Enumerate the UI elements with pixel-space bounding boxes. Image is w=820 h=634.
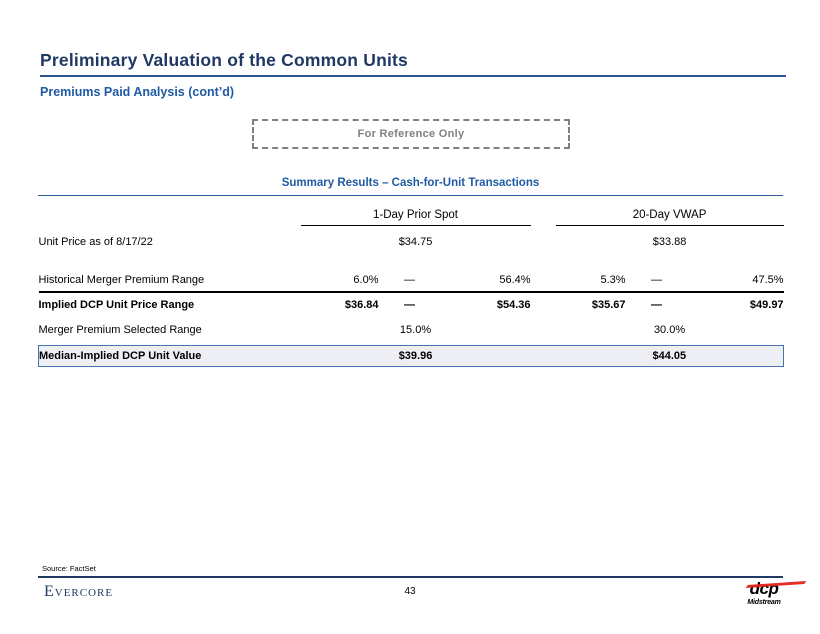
historical-high-vwap: 47.5%: [687, 269, 784, 293]
table-row-selected-range: Merger Premium Selected Range 15.0% 30.0…: [39, 319, 784, 340]
table-header-row: 1-Day Prior Spot 20-Day VWAP: [39, 204, 784, 226]
row-label: Merger Premium Selected Range: [38, 323, 202, 336]
for-reference-only-label: For Reference Only: [357, 128, 465, 140]
group-gap: [531, 319, 556, 340]
row-label: Implied DCP Unit Price Range: [38, 298, 195, 311]
table-row-unit-price: Unit Price as of 8/17/22 $34.75 $33.88: [39, 226, 784, 259]
source-note: Source: FactSet: [42, 564, 96, 573]
spacer-row: [39, 258, 784, 269]
unit-price-1day: $34.75: [398, 236, 433, 248]
row-label: Unit Price as of 8/17/22: [38, 235, 153, 248]
range-dash: —: [404, 298, 415, 311]
median-value-1day: $39.96: [300, 345, 531, 367]
dcp-logo-midstream: Midstream: [747, 599, 781, 606]
implied-high-vwap: $49.97: [749, 298, 784, 311]
page-title: Preliminary Valuation of the Common Unit…: [40, 50, 408, 70]
implied-high-1day: $54.36: [496, 298, 531, 311]
group-gap: [531, 226, 556, 259]
median-value-vwap: $44.05: [555, 345, 785, 367]
table-title: Summary Results – Cash-for-Unit Transact…: [281, 177, 540, 189]
table-title-divider: [38, 195, 783, 196]
implied-low-vwap: $35.67: [591, 298, 626, 311]
dcp-midstream-logo: dcp Midstream: [736, 580, 792, 606]
historical-high-1day: 56.4%: [440, 269, 531, 293]
historical-low-vwap: 5.3%: [555, 269, 626, 293]
valuation-table: 1-Day Prior Spot 20-Day VWAP Unit Price …: [38, 204, 785, 367]
range-dash: —: [378, 269, 441, 293]
column-group-20-day-vwap: 20-Day VWAP: [555, 204, 784, 226]
unit-price-vwap: $33.88: [652, 236, 687, 248]
spacer-cell: [39, 258, 784, 269]
historical-low-1day: 6.0%: [300, 269, 379, 293]
selected-premium-vwap: 30.0%: [653, 323, 686, 336]
column-group-1-day-prior-spot: 1-Day Prior Spot: [300, 204, 531, 226]
range-dash: —: [651, 298, 663, 311]
group-gap: [530, 269, 556, 293]
dcp-logo-word: dcp: [749, 579, 779, 598]
table-row-historical-premium: Historical Merger Premium Range 6.0% — 5…: [38, 269, 784, 293]
row-label: Median-Implied DCP Unit Value: [38, 345, 301, 367]
evercore-logo: Evercore: [44, 583, 114, 600]
header-spacer: [39, 204, 301, 226]
selected-premium-1day: 15.0%: [399, 323, 432, 336]
table-row-median-implied-value: Median-Implied DCP Unit Value $39.96 $44…: [38, 345, 785, 367]
row-label: Historical Merger Premium Range: [38, 269, 301, 293]
footer-divider: [38, 576, 783, 578]
group-gap: [531, 204, 556, 226]
implied-low-1day: $36.84: [344, 298, 379, 311]
table-row-implied-price: Implied DCP Unit Price Range $36.84 — $5…: [39, 292, 784, 316]
for-reference-only-box: For Reference Only: [252, 119, 570, 149]
page-number: 43: [404, 586, 416, 597]
range-dash: —: [625, 269, 688, 293]
title-divider: [40, 75, 786, 77]
group-gap: [531, 292, 556, 316]
summary-results-table: 1-Day Prior Spot 20-Day VWAP Unit Price …: [38, 204, 785, 367]
section-subtitle: Premiums Paid Analysis (cont’d): [40, 85, 235, 99]
group-gap: [530, 345, 556, 367]
